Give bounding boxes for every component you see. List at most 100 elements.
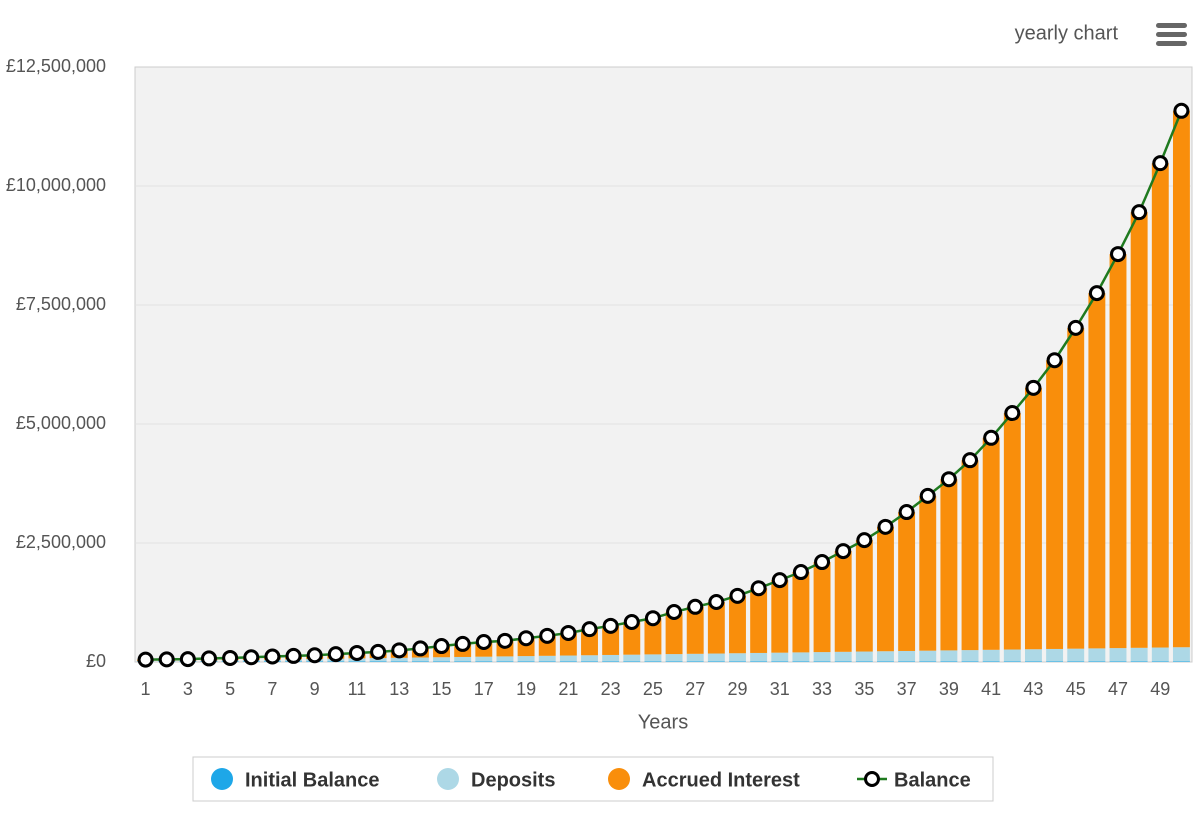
- balance-marker: [602, 617, 619, 634]
- y-tick-label: £5,000,000: [16, 413, 106, 433]
- balance-marker: [814, 554, 831, 571]
- bar-segment: [961, 650, 979, 662]
- balance-marker: [1173, 102, 1190, 119]
- x-tick-label: 45: [1066, 679, 1086, 699]
- bar-segment: [1130, 647, 1148, 662]
- bar-segment: [1172, 110, 1190, 648]
- balance-marker: [919, 487, 936, 504]
- x-tick-label: 33: [812, 679, 832, 699]
- balance-marker: [877, 518, 894, 535]
- balance-marker: [940, 471, 957, 488]
- x-tick-label: 27: [685, 679, 705, 699]
- balance-marker: [158, 651, 175, 668]
- legend-label[interactable]: Accrued Interest: [642, 769, 800, 791]
- bar-segment: [1151, 647, 1169, 662]
- balance-marker: [348, 644, 365, 661]
- bar-segment: [1024, 649, 1042, 662]
- bar-segment: [1109, 648, 1127, 662]
- x-tick-label: 39: [939, 679, 959, 699]
- balance-marker: [243, 649, 260, 666]
- legend-label[interactable]: Deposits: [471, 769, 555, 791]
- balance-marker: [370, 643, 387, 660]
- legend-marker: [211, 768, 233, 790]
- balance-marker: [1152, 155, 1169, 172]
- x-tick-label: 9: [310, 679, 320, 699]
- bar-segment: [454, 656, 472, 662]
- bar-segment: [855, 651, 873, 662]
- legend-label[interactable]: Balance: [894, 769, 971, 791]
- bar-segment: [1088, 648, 1106, 662]
- bar-segment: [665, 612, 683, 655]
- x-tick-label: 19: [516, 679, 536, 699]
- bar-segment: [1003, 649, 1021, 662]
- balance-marker: [666, 604, 683, 621]
- menu-bar[interactable]: [1156, 41, 1187, 46]
- balance-marker: [285, 647, 302, 664]
- balance-marker: [581, 621, 598, 638]
- bar-segment: [623, 654, 641, 662]
- x-tick-label: 23: [601, 679, 621, 699]
- balance-marker: [792, 564, 809, 581]
- bar-segment: [792, 652, 810, 662]
- menu-bar[interactable]: [1156, 23, 1187, 28]
- bar-segment: [961, 460, 979, 651]
- bar-segment: [433, 657, 450, 662]
- bar-segment: [1088, 293, 1106, 649]
- bar-segment: [729, 653, 746, 662]
- x-tick-label: 13: [389, 679, 409, 699]
- balance-marker: [222, 649, 239, 666]
- bar-segment: [729, 595, 746, 654]
- bar-segment: [581, 655, 598, 662]
- menu-label[interactable]: yearly chart: [1015, 22, 1119, 44]
- bar-segment: [686, 653, 704, 662]
- x-tick-label: 15: [432, 679, 452, 699]
- bar-segment: [496, 656, 514, 662]
- bar-segment: [538, 655, 556, 662]
- bar-segment: [1172, 647, 1190, 662]
- legend-label[interactable]: Initial Balance: [245, 769, 380, 791]
- x-tick-label: 43: [1023, 679, 1043, 699]
- balance-marker: [1025, 379, 1042, 396]
- bar-segment: [813, 652, 831, 662]
- balance-marker: [433, 638, 450, 655]
- bar-segment: [1046, 360, 1064, 649]
- balance-marker: [962, 452, 979, 469]
- bar-segment: [1067, 648, 1085, 662]
- bar-segment: [390, 657, 408, 662]
- x-tick-label: 37: [897, 679, 917, 699]
- x-tick-label: 49: [1150, 679, 1170, 699]
- balance-marker: [856, 532, 873, 549]
- balance-marker: [306, 647, 323, 664]
- x-tick-label: 25: [643, 679, 663, 699]
- legend-marker: [437, 768, 459, 790]
- menu-bar[interactable]: [1156, 32, 1187, 37]
- bar-segment: [919, 650, 937, 662]
- balance-marker: [1110, 246, 1127, 263]
- bar-segment: [750, 588, 768, 653]
- menu-icon[interactable]: [1156, 23, 1187, 46]
- bar-segment: [707, 653, 725, 662]
- bar-segment: [1046, 648, 1064, 662]
- bar-segment: [792, 572, 810, 653]
- bar-segment: [644, 618, 662, 655]
- balance-marker: [771, 572, 788, 589]
- bar-segment: [1067, 327, 1085, 649]
- balance-marker: [1046, 352, 1063, 369]
- x-tick-label: 31: [770, 679, 790, 699]
- bar-segment: [855, 540, 873, 652]
- balance-marker: [1131, 204, 1148, 221]
- balance-marker: [1067, 319, 1084, 336]
- bar-segment: [1151, 163, 1169, 648]
- bar-segment: [834, 551, 852, 652]
- legend-marker: [608, 768, 630, 790]
- bar-segment: [1003, 413, 1021, 650]
- legend-marker: [864, 771, 880, 787]
- balance-marker: [898, 504, 915, 521]
- y-tick-label: £12,500,000: [6, 56, 106, 76]
- y-tick-label: £10,000,000: [6, 175, 106, 195]
- balance-marker: [750, 580, 767, 597]
- balance-marker: [983, 429, 1000, 446]
- x-tick-label: 7: [267, 679, 277, 699]
- x-tick-label: 41: [981, 679, 1001, 699]
